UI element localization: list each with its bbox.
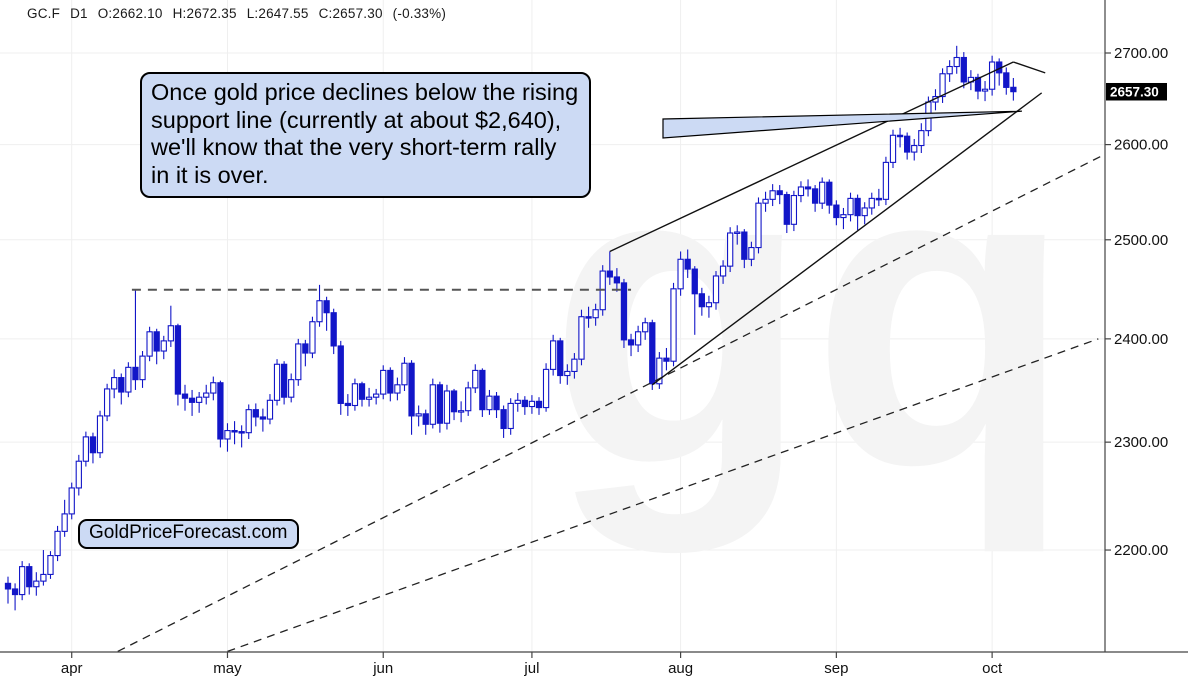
svg-text:2200.00: 2200.00 (1114, 542, 1168, 559)
svg-text:gq: gq (548, 74, 1073, 556)
annotation-line: we'll know that the very short-term rall… (151, 134, 557, 160)
annotation-line: in it is over. (151, 161, 269, 188)
annotation-line: Once gold price declines below the risin… (151, 79, 579, 105)
svg-text:jul: jul (523, 660, 539, 677)
change-percent: (-0.33%) (392, 6, 447, 21)
symbol-label: GC.F (27, 6, 61, 21)
svg-text:2300.00: 2300.00 (1114, 434, 1168, 451)
svg-text:2500.00: 2500.00 (1114, 232, 1168, 249)
ohlc-header: GC.F D1 O:2662.10 H:2672.35 L:2647.55 C:… (27, 6, 446, 21)
annotation-line: support line (currently at about $2,640)… (151, 106, 562, 133)
svg-text:may: may (213, 660, 242, 677)
svg-text:oct: oct (982, 660, 1003, 677)
svg-text:2700.00: 2700.00 (1114, 45, 1168, 62)
svg-text:2400.00: 2400.00 (1114, 331, 1168, 348)
high-value: H:2672.35 (172, 6, 237, 21)
timeframe-label: D1 (70, 6, 88, 21)
svg-text:2600.00: 2600.00 (1114, 137, 1168, 154)
svg-text:aug: aug (668, 660, 693, 677)
open-value: O:2662.10 (97, 6, 163, 21)
svg-text:apr: apr (61, 660, 83, 677)
svg-text:jun: jun (372, 660, 393, 677)
svg-text:2657.30: 2657.30 (1110, 84, 1159, 99)
low-value: L:2647.55 (246, 6, 309, 21)
svg-text:sep: sep (824, 660, 848, 677)
annotation-callout-box: Once gold price declines below the risin… (140, 72, 592, 198)
close-value: C:2657.30 (318, 6, 383, 21)
goldpriceforecast-watermark-badge: GoldPriceForecast.com (78, 519, 299, 549)
